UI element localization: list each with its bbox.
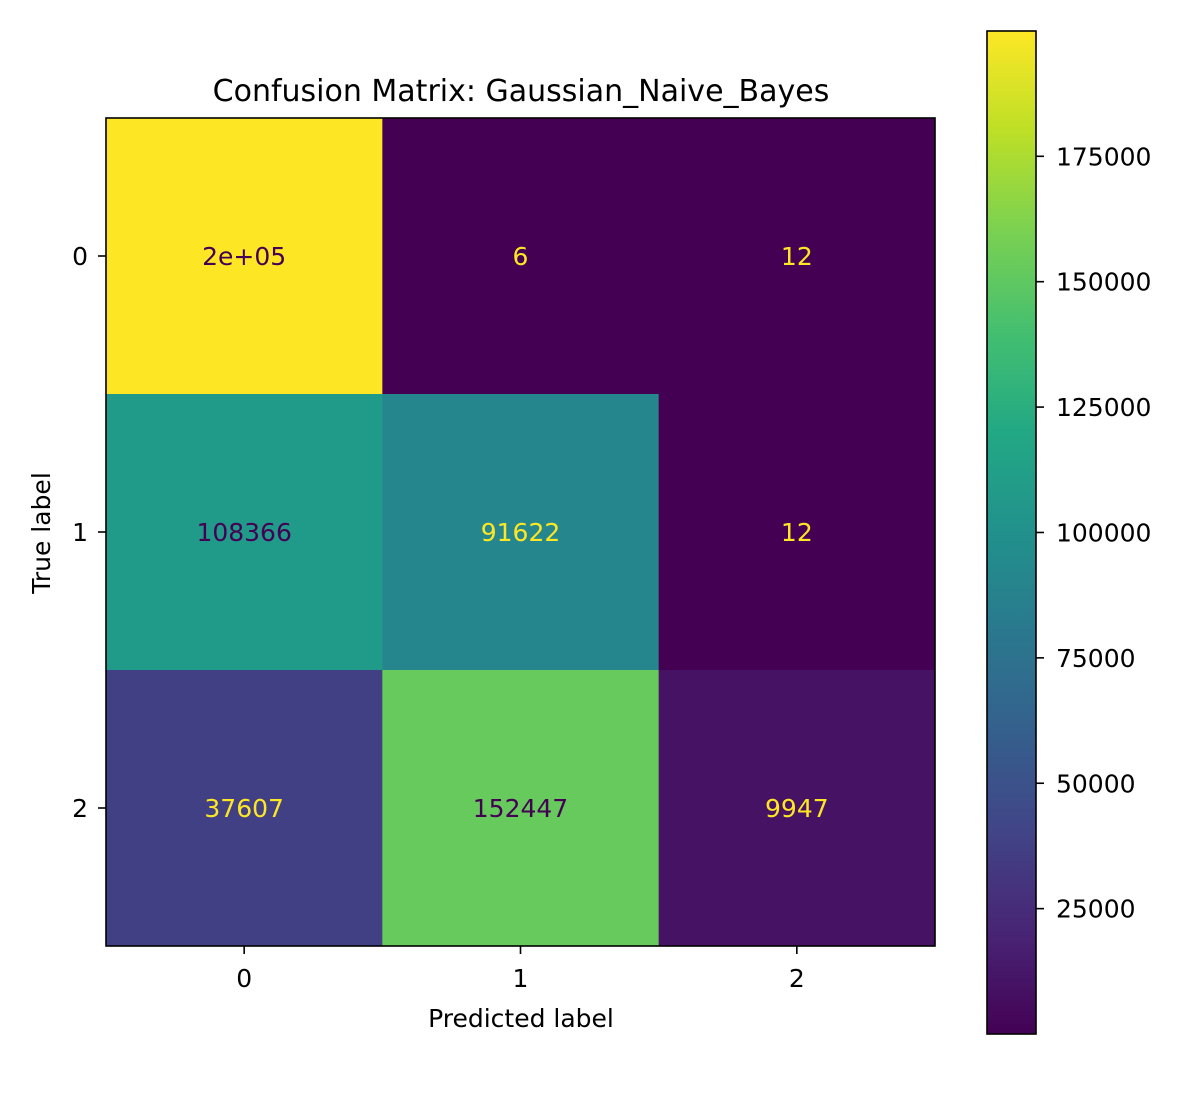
y-tick-label-0: 0	[72, 242, 88, 271]
y-tick-label-1: 1	[72, 518, 88, 547]
x-tick-label-0: 0	[236, 964, 252, 993]
x-tick-label-2: 2	[789, 964, 805, 993]
colorbar-tick-label-75000: 75000	[1056, 644, 1136, 673]
x-tick-label-1: 1	[513, 964, 529, 993]
colorbar-tick-label-50000: 50000	[1056, 769, 1136, 798]
y-tick-label-2: 2	[72, 794, 88, 823]
heatmap-cell-label-2-2: 9947	[765, 794, 829, 823]
heatmap-cell-label-2-1: 152447	[473, 794, 568, 823]
heatmap-cell-label-0-1: 6	[513, 242, 529, 271]
x-axis-label: Predicted label	[428, 1004, 614, 1033]
colorbar	[987, 31, 1036, 1034]
x-axis-ticks: 0 1 2	[236, 946, 805, 993]
chart-title: Confusion Matrix: Gaussian_Naive_Bayes	[213, 74, 830, 109]
colorbar-tick-label-125000: 125000	[1056, 393, 1151, 422]
heatmap-cell-label-0-0: 2e+05	[202, 242, 286, 271]
heatmap-cell-label-1-0: 108366	[196, 518, 291, 547]
y-axis-label: True label	[27, 472, 56, 595]
colorbar-tick-label-100000: 100000	[1056, 518, 1151, 547]
colorbar-ticks: 25000 50000 75000 100000 125000 150000 175000	[1036, 142, 1151, 923]
colorbar-tick-label-25000: 25000	[1056, 895, 1136, 924]
colorbar-tick-label-150000: 150000	[1056, 268, 1151, 297]
heatmap-cell-label-1-1: 91622	[481, 518, 561, 547]
y-axis-ticks: 0 1 2	[72, 242, 106, 823]
heatmap-cell-label-2-0: 37607	[204, 794, 284, 823]
heatmap-cell-label-0-2: 12	[781, 242, 813, 271]
colorbar-tick-label-175000: 175000	[1056, 142, 1151, 171]
heatmap-cell-label-1-2: 12	[781, 518, 813, 547]
